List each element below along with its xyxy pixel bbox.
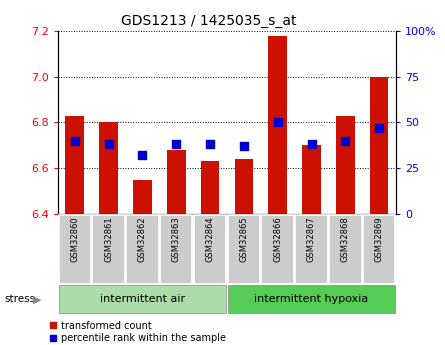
Text: GSM32864: GSM32864 xyxy=(206,216,214,262)
FancyBboxPatch shape xyxy=(59,285,226,313)
Point xyxy=(274,120,281,125)
Point xyxy=(206,142,214,147)
FancyBboxPatch shape xyxy=(93,215,125,284)
Point xyxy=(308,142,315,147)
FancyBboxPatch shape xyxy=(228,215,260,284)
Text: GSM32869: GSM32869 xyxy=(375,216,384,262)
Point xyxy=(342,138,349,144)
Text: intermittent hypoxia: intermittent hypoxia xyxy=(255,294,368,304)
Bar xyxy=(201,161,219,214)
Point xyxy=(173,142,180,147)
Point xyxy=(139,152,146,158)
Text: GSM32860: GSM32860 xyxy=(70,216,79,262)
Text: stress: stress xyxy=(4,294,36,304)
FancyBboxPatch shape xyxy=(228,285,395,313)
FancyBboxPatch shape xyxy=(329,215,361,284)
Text: GSM32862: GSM32862 xyxy=(138,216,147,262)
Bar xyxy=(99,122,118,214)
Legend: transformed count, percentile rank within the sample: transformed count, percentile rank withi… xyxy=(49,321,226,344)
Text: intermittent air: intermittent air xyxy=(100,294,185,304)
Text: ▶: ▶ xyxy=(33,294,42,304)
Point xyxy=(376,125,383,131)
Text: GSM32866: GSM32866 xyxy=(273,216,282,262)
Text: GSM32861: GSM32861 xyxy=(104,216,113,262)
Point xyxy=(240,144,247,149)
Text: GSM32867: GSM32867 xyxy=(307,216,316,262)
Text: GSM32863: GSM32863 xyxy=(172,216,181,262)
Bar xyxy=(268,36,287,214)
FancyBboxPatch shape xyxy=(295,215,328,284)
Bar xyxy=(336,116,355,214)
Bar xyxy=(65,116,84,214)
Text: GSM32865: GSM32865 xyxy=(239,216,248,262)
FancyBboxPatch shape xyxy=(126,215,158,284)
Text: GDS1213 / 1425035_s_at: GDS1213 / 1425035_s_at xyxy=(121,14,297,28)
Bar xyxy=(235,159,253,214)
Bar xyxy=(302,145,321,214)
Point xyxy=(105,142,112,147)
FancyBboxPatch shape xyxy=(363,215,395,284)
Text: GSM32868: GSM32868 xyxy=(341,216,350,262)
FancyBboxPatch shape xyxy=(262,215,294,284)
FancyBboxPatch shape xyxy=(160,215,192,284)
FancyBboxPatch shape xyxy=(59,215,91,284)
Bar xyxy=(370,77,388,214)
Bar xyxy=(133,180,152,214)
Bar xyxy=(167,150,186,214)
FancyBboxPatch shape xyxy=(194,215,226,284)
Point xyxy=(71,138,78,144)
